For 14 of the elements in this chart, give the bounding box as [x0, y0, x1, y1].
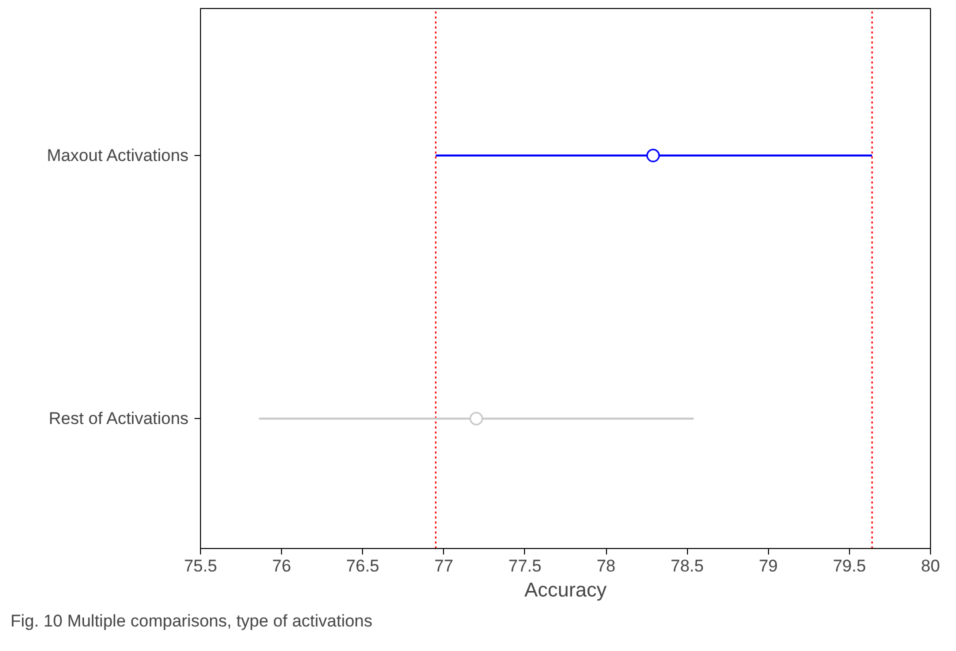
- y-tick-label: Rest of Activations: [48, 409, 189, 428]
- x-tick-label: 76.5: [346, 556, 380, 576]
- text: Fig. 10 Multiple comparisons, type of activations: [10, 612, 372, 630]
- x-tick-label: 77: [434, 556, 454, 576]
- x-tick-label: 80: [921, 556, 940, 576]
- x-tick-label: 78.5: [670, 556, 704, 576]
- x-tick-label: 79: [758, 556, 778, 576]
- x-tick-label: 76: [272, 556, 292, 576]
- x-tick-label: 78: [596, 556, 616, 576]
- x-tick-label: 77.5: [508, 556, 542, 576]
- x-axis-title: Accuracy: [524, 580, 607, 602]
- y-tick-label: Maxout Activations: [46, 146, 189, 166]
- x-tick-label: 79.5: [832, 556, 866, 576]
- x-tick-label: 75.5: [184, 556, 218, 576]
